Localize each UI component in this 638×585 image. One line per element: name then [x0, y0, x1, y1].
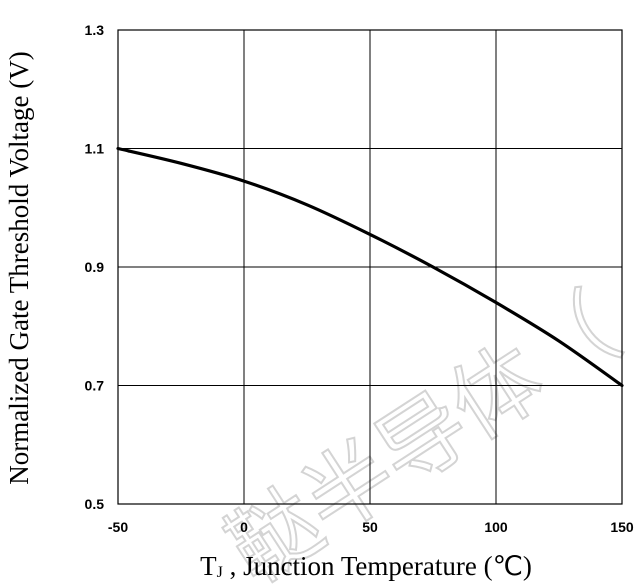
x-tick-label: 0 [240, 519, 248, 535]
x-tick-label: 100 [484, 519, 508, 535]
y-tick-label: 1.1 [85, 141, 105, 157]
x-axis-title: TJ , Junction Temperature (℃) [200, 551, 532, 581]
plot-frame [117, 29, 623, 505]
grid [118, 30, 622, 504]
series-line [116, 146, 624, 388]
y-tick-label: 0.5 [85, 496, 105, 512]
y-tick-labels: 1.3 1.1 0.9 0.7 0.5 [85, 22, 105, 512]
x-axis-title-subscript: J [217, 564, 223, 581]
y-tick-label: 1.3 [85, 22, 105, 38]
x-axis-title-rest: , Junction Temperature (℃) [223, 551, 532, 581]
x-tick-label: 50 [362, 519, 378, 535]
x-tick-label: 150 [610, 519, 634, 535]
y-tick-label: 0.9 [85, 259, 105, 275]
x-axis-title-symbol: T [200, 551, 217, 581]
series-layer [116, 146, 624, 388]
y-axis-title: Normalized Gate Threshold Voltage (V) [4, 51, 34, 484]
watermark-text: 鞑半导体（ [210, 277, 635, 585]
x-tick-label: -50 [108, 519, 128, 535]
y-tick-label: 0.7 [85, 378, 105, 394]
plot-border [117, 29, 623, 505]
watermark: 鞑半导体（ [209, 276, 636, 585]
x-tick-labels: -50 0 50 100 150 [108, 519, 634, 535]
